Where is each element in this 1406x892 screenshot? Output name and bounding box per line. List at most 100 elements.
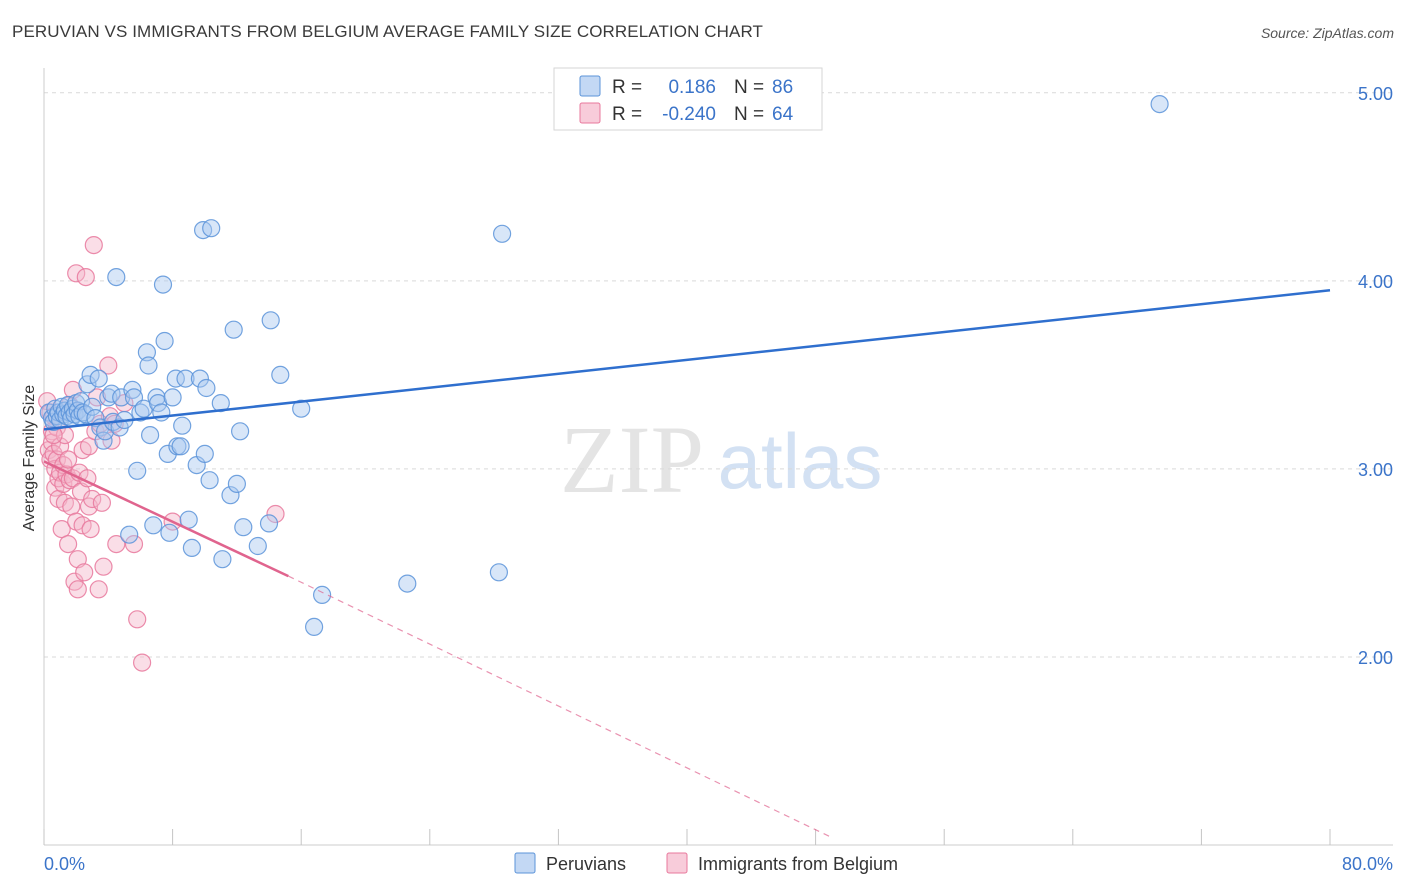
data-point <box>211 394 230 413</box>
y-tick-label-3: 5.00 <box>1358 84 1393 104</box>
data-point <box>99 356 118 375</box>
data-point <box>94 557 113 576</box>
data-point <box>92 493 112 512</box>
data-point <box>259 514 279 533</box>
legend-r-value-peruvians: 0.186 <box>668 77 716 98</box>
data-point <box>195 444 214 463</box>
data-point <box>83 489 102 509</box>
data-point <box>67 264 86 283</box>
y-axis-label: Average Family Size <box>21 385 38 532</box>
trend-line-belgium-extension <box>288 575 832 839</box>
data-point <box>62 497 81 516</box>
legend-r-label-belgium: R = <box>612 104 642 125</box>
watermark-zip: ZIP <box>560 406 704 513</box>
data-point <box>166 369 185 388</box>
y-tick-label-0: 2.00 <box>1358 648 1393 668</box>
data-point <box>266 504 285 524</box>
series-peruvians <box>39 94 1169 637</box>
correlation-legend: R = 0.186 N = 86 R = -0.240 N = 64 <box>553 67 823 131</box>
data-point <box>176 369 195 388</box>
data-point <box>84 236 103 255</box>
data-point <box>163 388 182 407</box>
trend-line-belgium <box>43 460 289 578</box>
legend-n-value-peruvians: 86 <box>772 77 793 98</box>
data-point <box>200 471 219 490</box>
data-point <box>58 450 78 469</box>
data-point <box>155 331 174 351</box>
data-point <box>182 538 201 558</box>
bottom-legend-swatch-peruvians[interactable] <box>514 852 536 874</box>
data-point <box>234 518 253 537</box>
legend-r-value-belgium: -0.240 <box>662 104 716 125</box>
data-point <box>213 550 232 569</box>
data-point <box>190 369 209 388</box>
legend-n-label-belgium: N = <box>734 104 764 125</box>
data-point <box>231 422 250 441</box>
legend-swatch-belgium <box>579 102 601 124</box>
data-point <box>160 523 179 542</box>
data-point <box>271 365 290 384</box>
data-point <box>305 617 324 637</box>
y-tick-label-2: 4.00 <box>1358 272 1393 292</box>
legend-swatch-peruvians <box>579 75 601 97</box>
data-point <box>248 536 267 556</box>
data-point <box>83 397 102 416</box>
data-point <box>58 534 78 554</box>
data-point <box>173 416 192 435</box>
y-tick-label-1: 3.00 <box>1358 460 1393 480</box>
data-point <box>89 369 108 388</box>
series-legend: Peruvians Immigrants from Belgium <box>514 852 898 874</box>
legend-n-value-belgium: 64 <box>772 104 794 125</box>
data-point <box>202 219 221 238</box>
data-point <box>493 224 512 243</box>
x-tick-label-min: 0.0% <box>44 854 85 874</box>
data-point <box>128 610 147 629</box>
data-point <box>153 275 173 294</box>
data-point <box>76 268 95 287</box>
legend-r-label-peruvians: R = <box>612 77 642 98</box>
data-point <box>107 268 126 287</box>
data-point <box>398 574 417 593</box>
data-point <box>107 534 126 554</box>
data-point <box>68 580 87 599</box>
data-point <box>94 431 113 450</box>
watermark: ZIP atlas <box>560 406 882 513</box>
x-tick-label-max: 80.0% <box>1342 854 1393 874</box>
data-point <box>489 563 508 582</box>
gridlines <box>44 92 1394 658</box>
series-immigrants-from-belgium <box>38 236 285 672</box>
bottom-legend-swatch-belgium[interactable] <box>666 852 688 874</box>
data-point <box>137 343 156 362</box>
y-tick-labels: 2.00 3.00 4.00 5.00 <box>1358 84 1393 668</box>
data-point <box>141 426 160 445</box>
data-point <box>292 399 311 418</box>
data-point <box>197 378 216 398</box>
data-point <box>75 563 94 582</box>
data-point <box>144 516 163 535</box>
legend-n-label-peruvians: N = <box>734 77 764 98</box>
data-point <box>50 437 70 456</box>
data-point <box>221 486 240 505</box>
data-point <box>133 653 152 672</box>
data-point <box>124 534 144 554</box>
data-point <box>68 550 87 569</box>
data-point <box>128 461 147 480</box>
watermark-atlas: atlas <box>718 417 883 505</box>
trend-lines <box>43 289 1331 839</box>
bottom-legend-label-belgium[interactable]: Immigrants from Belgium <box>698 854 898 874</box>
x-tick-labels: 0.0% 80.0% <box>44 854 1393 874</box>
source-label: Source: ZipAtlas.com <box>1260 25 1394 41</box>
data-point <box>313 585 332 605</box>
data-point <box>89 580 108 599</box>
data-point <box>76 405 95 424</box>
bottom-legend-label-peruvians[interactable]: Peruvians <box>546 854 626 874</box>
data-point <box>261 311 280 330</box>
data-point <box>1150 94 1169 114</box>
chart-title: PERUVIAN VS IMMIGRANTS FROM BELGIUM AVER… <box>12 22 764 41</box>
data-point <box>171 437 190 456</box>
data-point <box>227 474 246 493</box>
data-point <box>102 384 121 403</box>
data-point <box>52 519 71 539</box>
data-point <box>81 519 100 539</box>
data-point <box>139 356 158 375</box>
